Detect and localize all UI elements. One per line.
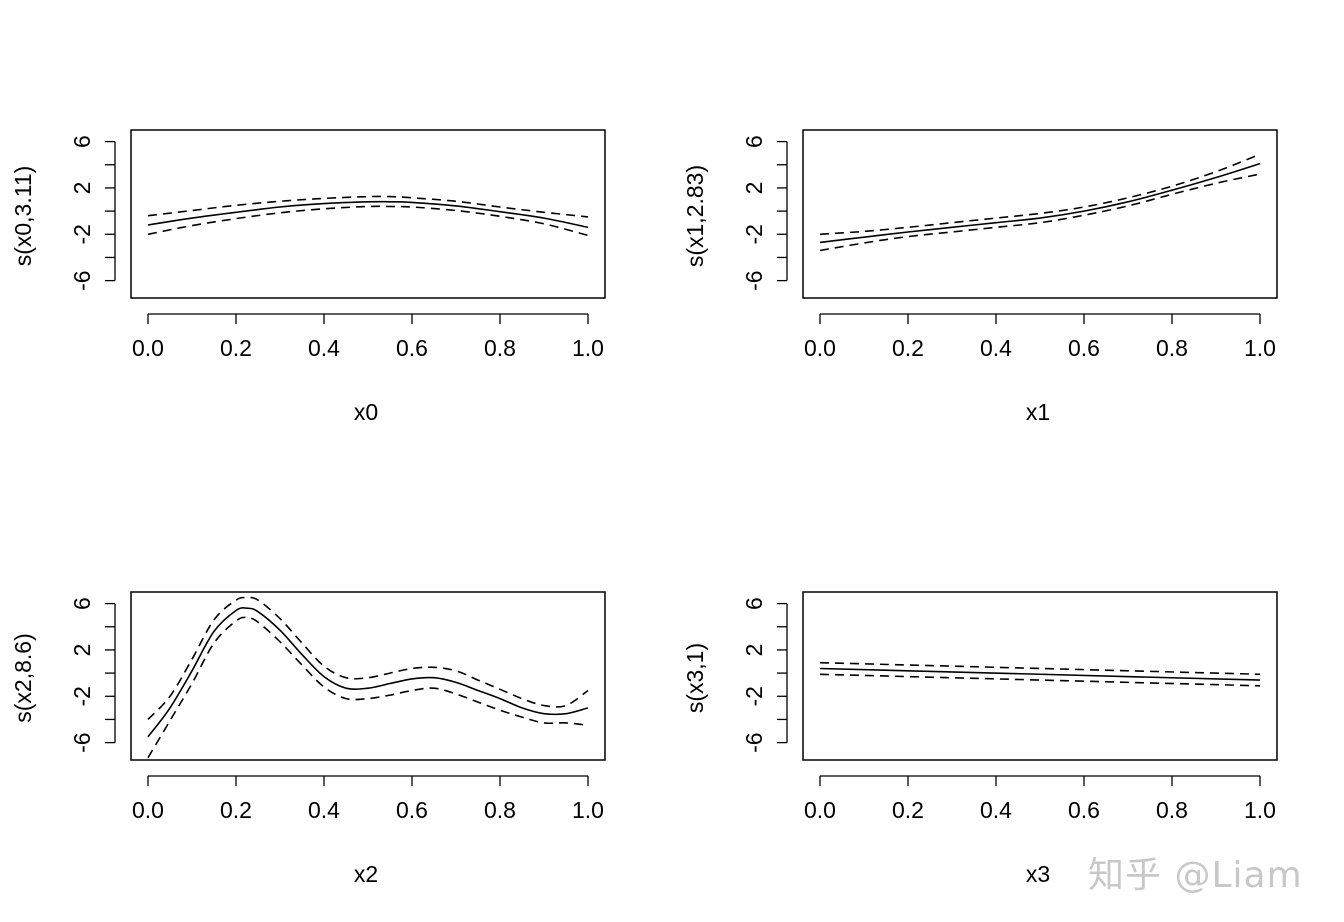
plot-box [130,591,606,761]
panel-2: 0.0 0.2 0.4 0.6 0.8 1.0 -6 -2 2 6 x1 s(x1,2.83) [682,129,1278,425]
panel-4: 0.0 0.2 0.4 0.6 0.8 1.0 -6 -2 2 6 x3 s(x3,1) [682,591,1278,887]
y-tick-label: 2 [741,182,767,195]
x-tick-label: 0.4 [980,335,1012,361]
x-tick-label: 0.0 [804,335,836,361]
plot-box [802,591,1278,761]
x-axis-title: x3 [1026,861,1050,887]
series-fit-line [147,200,589,229]
x-tick-label: 1.0 [1244,335,1276,361]
x-tick-label: 1.0 [1244,797,1276,823]
x-tick-label: 0.6 [1068,797,1100,823]
x-axis-title: x0 [354,399,378,425]
x-tick-label: 0.0 [804,797,836,823]
y-tick-label: 2 [69,182,95,195]
y-axis-title: s(x3,1) [682,643,708,713]
y-tick-label: 2 [741,644,767,657]
series-upper-line [819,661,1261,676]
y-tick-label: -6 [69,732,95,752]
plot-box [130,129,606,299]
x-tick-label: 0.6 [396,335,428,361]
series-lower-line [819,173,1261,252]
x-tick-label: 0.4 [308,797,340,823]
x-tick-label: 0.4 [980,797,1012,823]
y-tick-label: -6 [741,732,767,752]
y-tick-label: 6 [69,597,95,610]
series-fit-line [147,607,589,738]
x-axis-title: x2 [354,861,378,887]
x-tick-label: 1.0 [572,797,604,823]
series-lower-line [147,205,589,237]
x-tick-label: 0.2 [892,797,924,823]
x-tick-label: 0.0 [132,335,164,361]
panel-1: 0.0 0.2 0.4 0.6 0.8 1.0 -6 -2 2 6 x0 s(x0,3.11) [10,129,606,425]
panel-3: 0.0 0.2 0.4 0.6 0.8 1.0 -6 -2 2 6 x2 s(x2,8.6) [10,591,606,887]
watermark: 知乎 @Liam [1088,855,1303,896]
x-tick-label: 0.2 [220,797,252,823]
x-tick-label: 0.6 [1068,335,1100,361]
series-fit-line [819,162,1261,244]
y-tick-label: -2 [69,686,95,706]
y-axis-title: s(x1,2.83) [682,165,708,267]
x-tick-label: 0.8 [1156,335,1188,361]
plot-box [802,129,1278,299]
y-tick-label: 2 [69,644,95,657]
y-axis-title: s(x2,8.6) [10,633,36,722]
y-axis-title: s(x0,3.11) [10,166,36,267]
x-tick-label: 0.2 [892,335,924,361]
x-tick-label: 1.0 [572,335,604,361]
x-tick-label: 0.8 [484,335,516,361]
x-tick-label: 0.6 [396,797,428,823]
y-tick-label: 6 [741,135,767,148]
y-tick-label: 6 [69,135,95,148]
x-tick-label: 0.2 [220,335,252,361]
series-upper-line [147,596,589,720]
series-upper-line [147,195,589,218]
y-tick-label: -2 [741,224,767,244]
x-tick-label: 0.0 [132,797,164,823]
series-lower-line [819,673,1261,687]
y-tick-label: -2 [741,686,767,706]
y-tick-label: -6 [69,270,95,290]
y-tick-label: 6 [741,597,767,610]
y-tick-label: -2 [69,224,95,244]
x-tick-label: 0.8 [1156,797,1188,823]
x-tick-label: 0.4 [308,335,340,361]
series-lower-line [147,616,589,759]
series-fit-line [819,667,1261,681]
x-axis-title: x1 [1026,399,1050,425]
x-tick-label: 0.8 [484,797,516,823]
y-tick-label: -6 [741,270,767,290]
series-upper-line [819,153,1261,236]
